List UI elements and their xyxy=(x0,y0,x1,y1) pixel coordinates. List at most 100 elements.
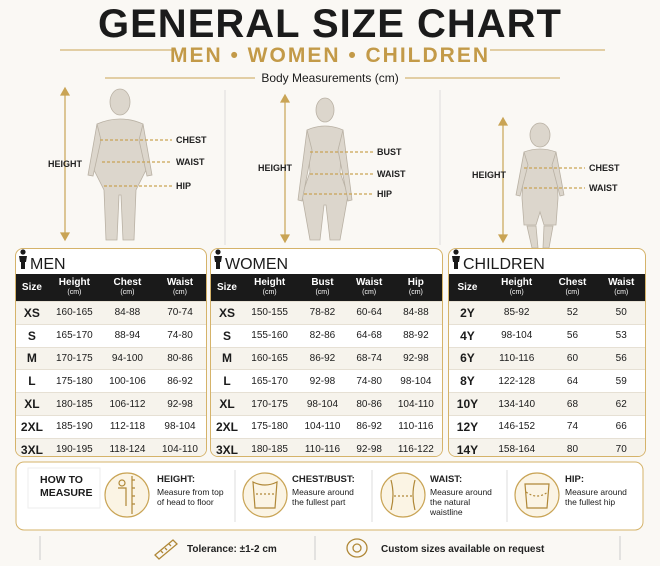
size-cell: XS xyxy=(16,301,48,325)
value-cell: 52 xyxy=(547,301,598,325)
column-unit: (cm) xyxy=(408,288,423,296)
size-table: Size Height (cm) Bust (cm) Waist (cm) Hip (cm) XS… xyxy=(211,274,442,456)
value-cell: 68-74 xyxy=(348,346,390,370)
measure-text: Measure around the natural waistline xyxy=(430,487,492,517)
measure-text: Measure from top of head to floor xyxy=(157,487,224,507)
size-cell: 2Y xyxy=(449,301,486,325)
value-cell: 175-180 xyxy=(242,414,297,439)
person-icon xyxy=(452,249,460,269)
value-cell: 104-110 xyxy=(296,414,349,439)
value-cell: 170-175 xyxy=(47,346,101,370)
measure-text: Measure around the fullest part xyxy=(292,487,354,507)
value-cell: 80-86 xyxy=(348,392,390,416)
table-row: 2XL 185-190 112-118 98-104 xyxy=(16,414,206,439)
decoration xyxy=(59,86,71,242)
size-cell: 10Y xyxy=(449,392,486,416)
decoration: HEIGHT CHEST WAIST HIP HEIGHT BUST WAIST… xyxy=(48,135,620,199)
decoration xyxy=(525,491,549,497)
value-cell: 80 xyxy=(547,437,598,456)
decoration xyxy=(242,472,288,518)
value-cell: 88-94 xyxy=(100,323,154,348)
value-cell: 53 xyxy=(597,323,645,348)
table-row: 2Y 85-92 52 50 xyxy=(449,301,645,325)
table-row: L 175-180 100-106 86-92 xyxy=(16,369,206,393)
size-cell: M xyxy=(211,346,243,370)
value-cell: 60 xyxy=(547,346,598,370)
value-cell: 146-152 xyxy=(485,414,548,439)
decoration xyxy=(515,151,565,197)
table-header: MEN xyxy=(16,249,206,274)
column-label: Chest xyxy=(113,276,142,288)
table-title: CHILDREN xyxy=(463,256,545,273)
value-cell: 85-92 xyxy=(485,301,548,325)
value-cell: 185-190 xyxy=(47,414,101,439)
decoration xyxy=(514,472,560,518)
value-cell: 88-92 xyxy=(389,323,442,348)
value-cell: 98-104 xyxy=(389,369,442,393)
table-row: 14Y 158-164 80 70 xyxy=(449,437,645,456)
women-figure xyxy=(297,97,353,241)
column-unit: (cm) xyxy=(362,288,377,296)
value-cell: 74 xyxy=(547,414,598,439)
decoration xyxy=(27,467,101,509)
value-cell: 56 xyxy=(547,323,598,348)
size-cell: S xyxy=(211,323,243,348)
table-row: 6Y 110-116 60 56 xyxy=(449,346,645,370)
men-figure xyxy=(87,88,153,241)
value-cell: 60-64 xyxy=(348,301,390,325)
value-cell: 86-92 xyxy=(348,414,390,439)
decoration xyxy=(15,461,644,531)
decoration xyxy=(297,129,353,202)
column-header: Size xyxy=(16,274,48,302)
size-cell: 2XL xyxy=(211,414,243,439)
figure-label: WAIST xyxy=(176,157,205,167)
column-header: Chest (cm) xyxy=(547,274,598,302)
height-label: HEIGHT xyxy=(258,163,293,173)
value-cell: 165-170 xyxy=(242,369,297,393)
value-cell: 74-80 xyxy=(348,369,390,393)
size-cell: S xyxy=(16,323,48,348)
column-label: Size xyxy=(457,281,478,293)
decoration xyxy=(60,49,605,245)
value-cell: 74-80 xyxy=(153,323,206,348)
table-row: XL 180-185 106-112 92-98 xyxy=(16,392,206,416)
value-cell: 116-122 xyxy=(389,437,442,456)
header-row: Size Height (cm) Chest (cm) Waist (cm) xyxy=(449,274,645,302)
figure-label: WAIST xyxy=(377,169,406,179)
person-icon xyxy=(214,249,222,269)
decoration xyxy=(20,249,26,255)
value-cell: 82-86 xyxy=(296,323,349,348)
value-cell: 70-74 xyxy=(153,301,206,325)
decoration xyxy=(214,256,222,269)
value-cell: 78-82 xyxy=(296,301,349,325)
header-row: Size Height (cm) Chest (cm) Waist (cm) xyxy=(16,274,206,302)
decoration xyxy=(118,476,550,514)
value-cell: 160-165 xyxy=(47,301,101,325)
measure-heading: HEIGHT: xyxy=(157,474,195,485)
size-cell: L xyxy=(16,369,48,393)
column-unit: (cm) xyxy=(172,288,187,296)
measure-heading: HIP: xyxy=(565,474,584,485)
size-table: Size Height (cm) Chest (cm) Waist (cm) 2Y 85-92 5… xyxy=(449,274,645,456)
table-panel: WOMEN Size Height (cm) Bust (cm) Waist (cm) Hip(… xyxy=(210,248,443,457)
value-cell: 118-124 xyxy=(100,437,154,456)
column-unit: (cm) xyxy=(565,288,580,296)
size-cell: XL xyxy=(16,392,48,416)
title: GENERAL SIZE CHART xyxy=(98,2,562,46)
value-cell: 62 xyxy=(597,392,645,416)
decoration xyxy=(380,472,426,518)
measure-heading: CHEST/BUST: xyxy=(292,474,355,485)
value-cell: 84-88 xyxy=(389,301,442,325)
table-row: 3XL 180-185 110-116 92-98 116-122 xyxy=(211,437,442,456)
decoration xyxy=(390,479,416,511)
figure-label: CHEST xyxy=(176,135,207,145)
value-cell: 64 xyxy=(547,369,598,393)
figure-label: CHEST xyxy=(589,163,620,173)
decoration xyxy=(104,472,150,518)
table-row: L 165-170 92-98 74-80 98-104 xyxy=(211,369,442,393)
value-cell: 190-195 xyxy=(47,437,101,456)
decoration xyxy=(100,139,585,195)
measure-text: Measure around the fullest hip xyxy=(565,487,627,507)
value-cell: 98-104 xyxy=(153,414,206,439)
